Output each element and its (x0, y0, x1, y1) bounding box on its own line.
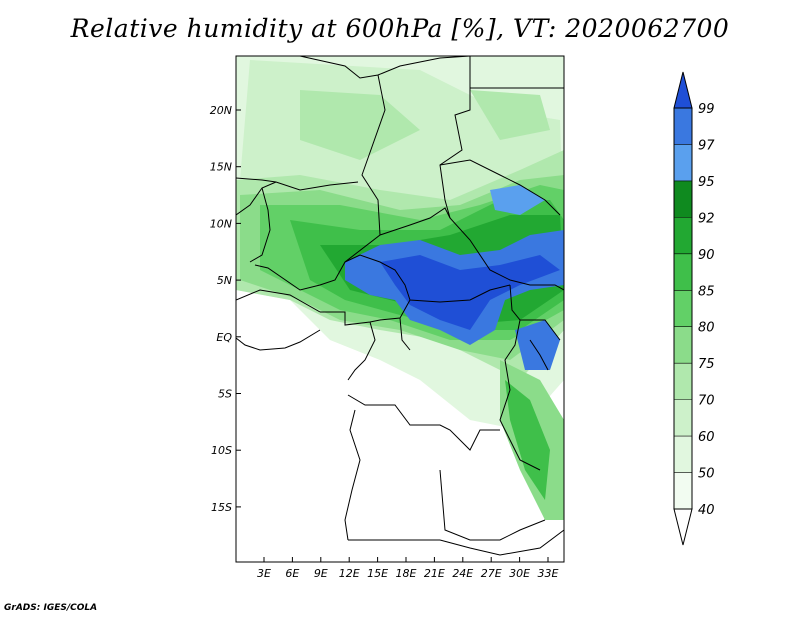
colorbar-label: 95 (698, 175, 715, 190)
longitude-axis: 3E 6E 9E 12E 15E 18E 21E 24E 27E 30E 33E (257, 557, 559, 580)
colorbar-swatch (674, 399, 692, 437)
colorbar-swatch (674, 108, 692, 145)
colorbar-label: 50 (698, 467, 715, 482)
colorbar-swatch (674, 217, 692, 254)
lon-tick-label: 33E (538, 567, 559, 580)
colorbar: 99 97 95 92 90 85 80 75 70 60 50 40 (673, 71, 715, 546)
lat-tick-label: 5N (217, 274, 232, 287)
lon-tick-label: 15E (367, 567, 388, 580)
colorbar-bottom-arrow (673, 508, 693, 546)
lat-tick-label: 5S (218, 388, 232, 401)
colorbar-label: 90 (698, 248, 715, 263)
lat-tick-label: 10S (211, 444, 232, 457)
lat-tick-label: 15N (210, 161, 232, 174)
lat-tick-label: 20N (210, 104, 232, 117)
colorbar-label: 75 (698, 357, 715, 372)
map-title: Relative humidity at 600hPa [%], VT: 202… (70, 14, 730, 43)
lon-tick-label: 9E (314, 567, 328, 580)
lon-tick-label: 21E (424, 567, 445, 580)
colorbar-swatch (674, 144, 692, 181)
latitude-axis: 20N 15N 10N 5N EQ 5S 10S 15S (210, 104, 241, 514)
map-frame (235, 55, 565, 563)
colorbar-label: 40 (698, 503, 715, 518)
colorbar-label: 97 (698, 138, 715, 153)
lon-tick-label: 3E (257, 567, 271, 580)
lon-tick-label: 6E (285, 567, 299, 580)
colorbar-swatch (674, 363, 692, 400)
colorbar-swatch (674, 180, 692, 218)
country-borders (236, 56, 564, 556)
lon-tick-label: 30E (509, 567, 530, 580)
lon-tick-label: 18E (396, 567, 417, 580)
colorbar-swatch (674, 326, 692, 364)
colorbar-label: 99 (698, 102, 715, 117)
colorbar-label: 70 (698, 394, 715, 409)
colorbar-swatch (674, 290, 692, 327)
colorbar-label: 85 (698, 284, 715, 299)
colorbar-label: 60 (698, 430, 715, 445)
colorbar-swatch (674, 253, 692, 291)
lon-tick-label: 24E (452, 567, 473, 580)
colorbar-swatch (674, 436, 692, 473)
colorbar-label: 92 (698, 211, 715, 226)
lat-tick-label: 15S (211, 501, 232, 514)
lon-tick-label: 27E (481, 567, 502, 580)
lon-tick-label: 12E (339, 567, 360, 580)
lat-tick-label: 10N (210, 217, 232, 230)
colorbar-top-arrow (673, 71, 693, 109)
colorbar-swatch (674, 472, 692, 509)
humidity-field (236, 56, 564, 562)
colorbar-label: 80 (698, 321, 715, 336)
lat-tick-label: EQ (216, 331, 232, 344)
credit-text: GrADS: IGES/COLA (4, 603, 98, 613)
